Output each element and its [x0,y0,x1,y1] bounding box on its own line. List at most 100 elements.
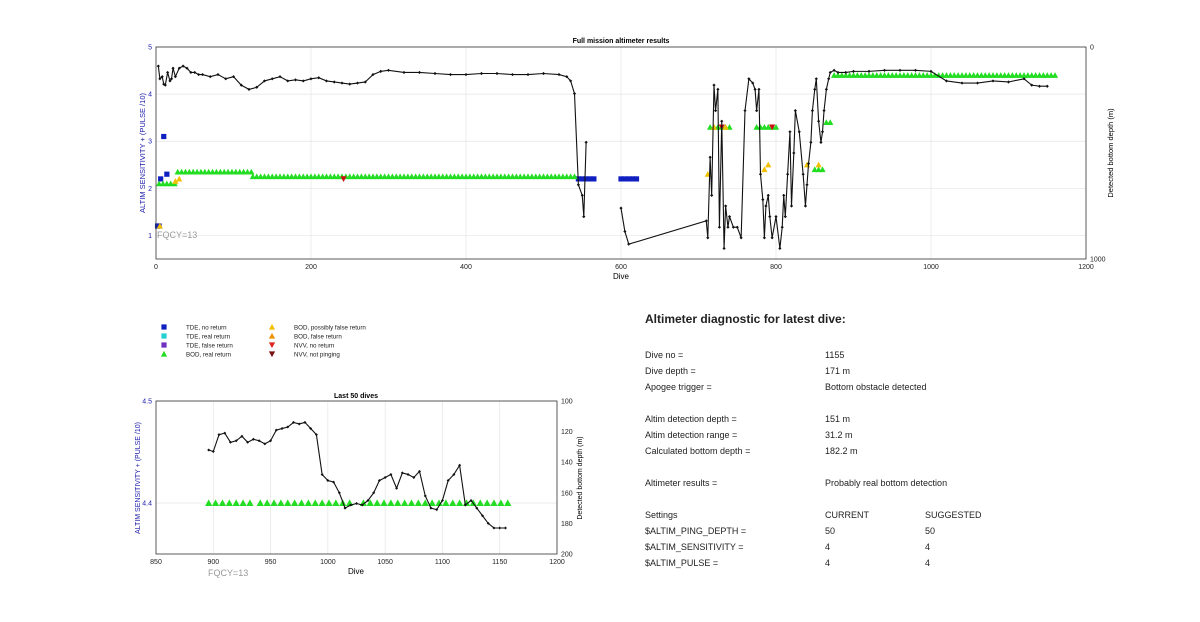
detected-bottom-depth-point [569,79,573,83]
detected-bottom-depth-point [383,476,387,479]
bod-real-return-point [263,499,271,506]
detected-bottom-depth-point [255,85,259,89]
altimeter-diagnostic-panel: Altimeter diagnostic for latest dive: Di… [645,312,1185,571]
bod-real-return-point [248,168,255,175]
y-tick-label: 4 [148,92,152,99]
detected-bottom-depth-point [293,78,298,82]
detected-bottom-depth-late-point [743,109,747,113]
x-tick-label: 600 [615,264,627,271]
diag-value: 171 m [825,366,851,376]
detected-bottom-depth-point [231,75,236,79]
detected-bottom-depth-point [309,77,313,81]
diag-row-settings-header: Settings CURRENT SUGGESTED [645,507,1185,523]
detected-bottom-depth-late-point [713,109,718,113]
detected-bottom-depth-late-point [898,68,902,72]
detected-bottom-depth-point [197,72,201,77]
bod-real-return-point [304,499,312,506]
detected-bottom-depth-late-line [620,69,1048,249]
diag-value: 182.2 m [825,446,858,456]
detected-bottom-depth-point [234,439,238,443]
bod-false-return-point [761,166,768,173]
bod-false-return-point [722,123,729,130]
diag-label: Calculated bottom depth = [645,446,751,456]
detected-bottom-depth-late-point [1030,83,1034,87]
bod-real-return-point [246,499,254,506]
detected-bottom-depth-point [211,449,215,453]
detected-bottom-depth-point [475,506,479,510]
x-tick-label: 1200 [1078,264,1094,271]
detected-bottom-depth-point [200,72,205,77]
detected-bottom-depth-late-point [793,109,797,113]
detected-bottom-depth-point [366,498,370,502]
legend-marker [161,342,167,348]
detected-bottom-depth-point [486,521,490,525]
detected-bottom-depth-point [452,472,456,476]
detected-bottom-depth-point [389,472,393,476]
detected-bottom-depth-late-point [731,225,735,229]
bod-false-return-point [765,161,772,168]
bod-real-return-point [373,499,381,506]
bod-real-return-point [772,123,780,130]
x-tick-label: 1000 [923,264,939,271]
detected-bottom-depth-point [406,472,410,476]
detected-bottom-depth-late-point [751,81,755,85]
bod-real-return-point [421,499,429,506]
detected-bottom-depth-late-point [778,246,782,250]
diag-row-calculated-depth: Calculated bottom depth = 182.2 m [645,443,1185,459]
legend-marker [268,342,276,349]
diag-label: Dive no = [645,350,684,360]
detected-bottom-depth-late-point [1022,77,1026,81]
y-tick-label: 3 [148,139,152,146]
bod-real-return-point [318,499,326,506]
bod-false-return-point [172,178,179,184]
chart1-title: Full mission altimeter results [573,38,670,45]
legend-label: TDE, no return [186,325,227,332]
x-tick-label: 200 [305,264,317,271]
y-tick-label: 2 [148,186,152,193]
detected-bottom-depth-point [309,427,313,431]
detected-bottom-depth-point [469,498,473,502]
detected-bottom-depth-point [423,494,427,498]
detected-bottom-depth-late-point [770,236,774,240]
bod-real-return-point [239,499,247,506]
detected-bottom-depth-point [158,77,162,81]
detected-bottom-depth-point [479,71,484,76]
detected-bottom-depth-point [343,506,347,510]
detected-bottom-depth-point [576,183,580,187]
x-tick-label: 1100 [435,559,450,566]
detected-bottom-depth-point [181,64,185,68]
detected-bottom-depth-point [320,472,324,476]
bod-false-return-point [156,222,163,229]
chart2-plot-frame [155,400,558,555]
detected-bottom-depth-late-point [809,140,813,144]
detected-bottom-depth-late-point [792,151,796,155]
detected-bottom-depth-point [429,506,433,510]
diag-value: 50 [825,526,836,536]
diag-value: 4 [825,542,831,552]
detected-bottom-depth-point [297,422,301,426]
detected-bottom-depth-late-point [708,155,712,159]
detected-bottom-depth-late-point [717,225,722,229]
bod-real-return-point [225,499,233,506]
bod-real-return-point [414,499,422,506]
detected-bottom-depth-point [274,428,278,432]
y-tick-label: 5 [148,45,152,52]
bod-real-return-point [571,173,578,180]
detected-bottom-depth-point [177,66,181,70]
tde-no-return-point [630,176,636,182]
detected-bottom-depth-late-point [762,236,766,240]
detected-bottom-depth-point [417,70,422,75]
legend-label: NVV, no return [294,343,335,350]
detected-bottom-depth-point [582,215,586,219]
detected-bottom-depth-point [440,498,444,502]
diag-label: Altim detection range = [645,430,738,440]
bod-real-return-point [1051,72,1059,78]
diag-value: Bottom obstacle detected [825,382,927,392]
detected-bottom-depth-late-point [726,225,730,229]
x-tick-label: 1050 [377,559,393,566]
legend-label: TDE, false return [186,343,233,350]
nvv-no-return-point [340,176,347,183]
detected-bottom-depth-late-point [627,242,631,246]
